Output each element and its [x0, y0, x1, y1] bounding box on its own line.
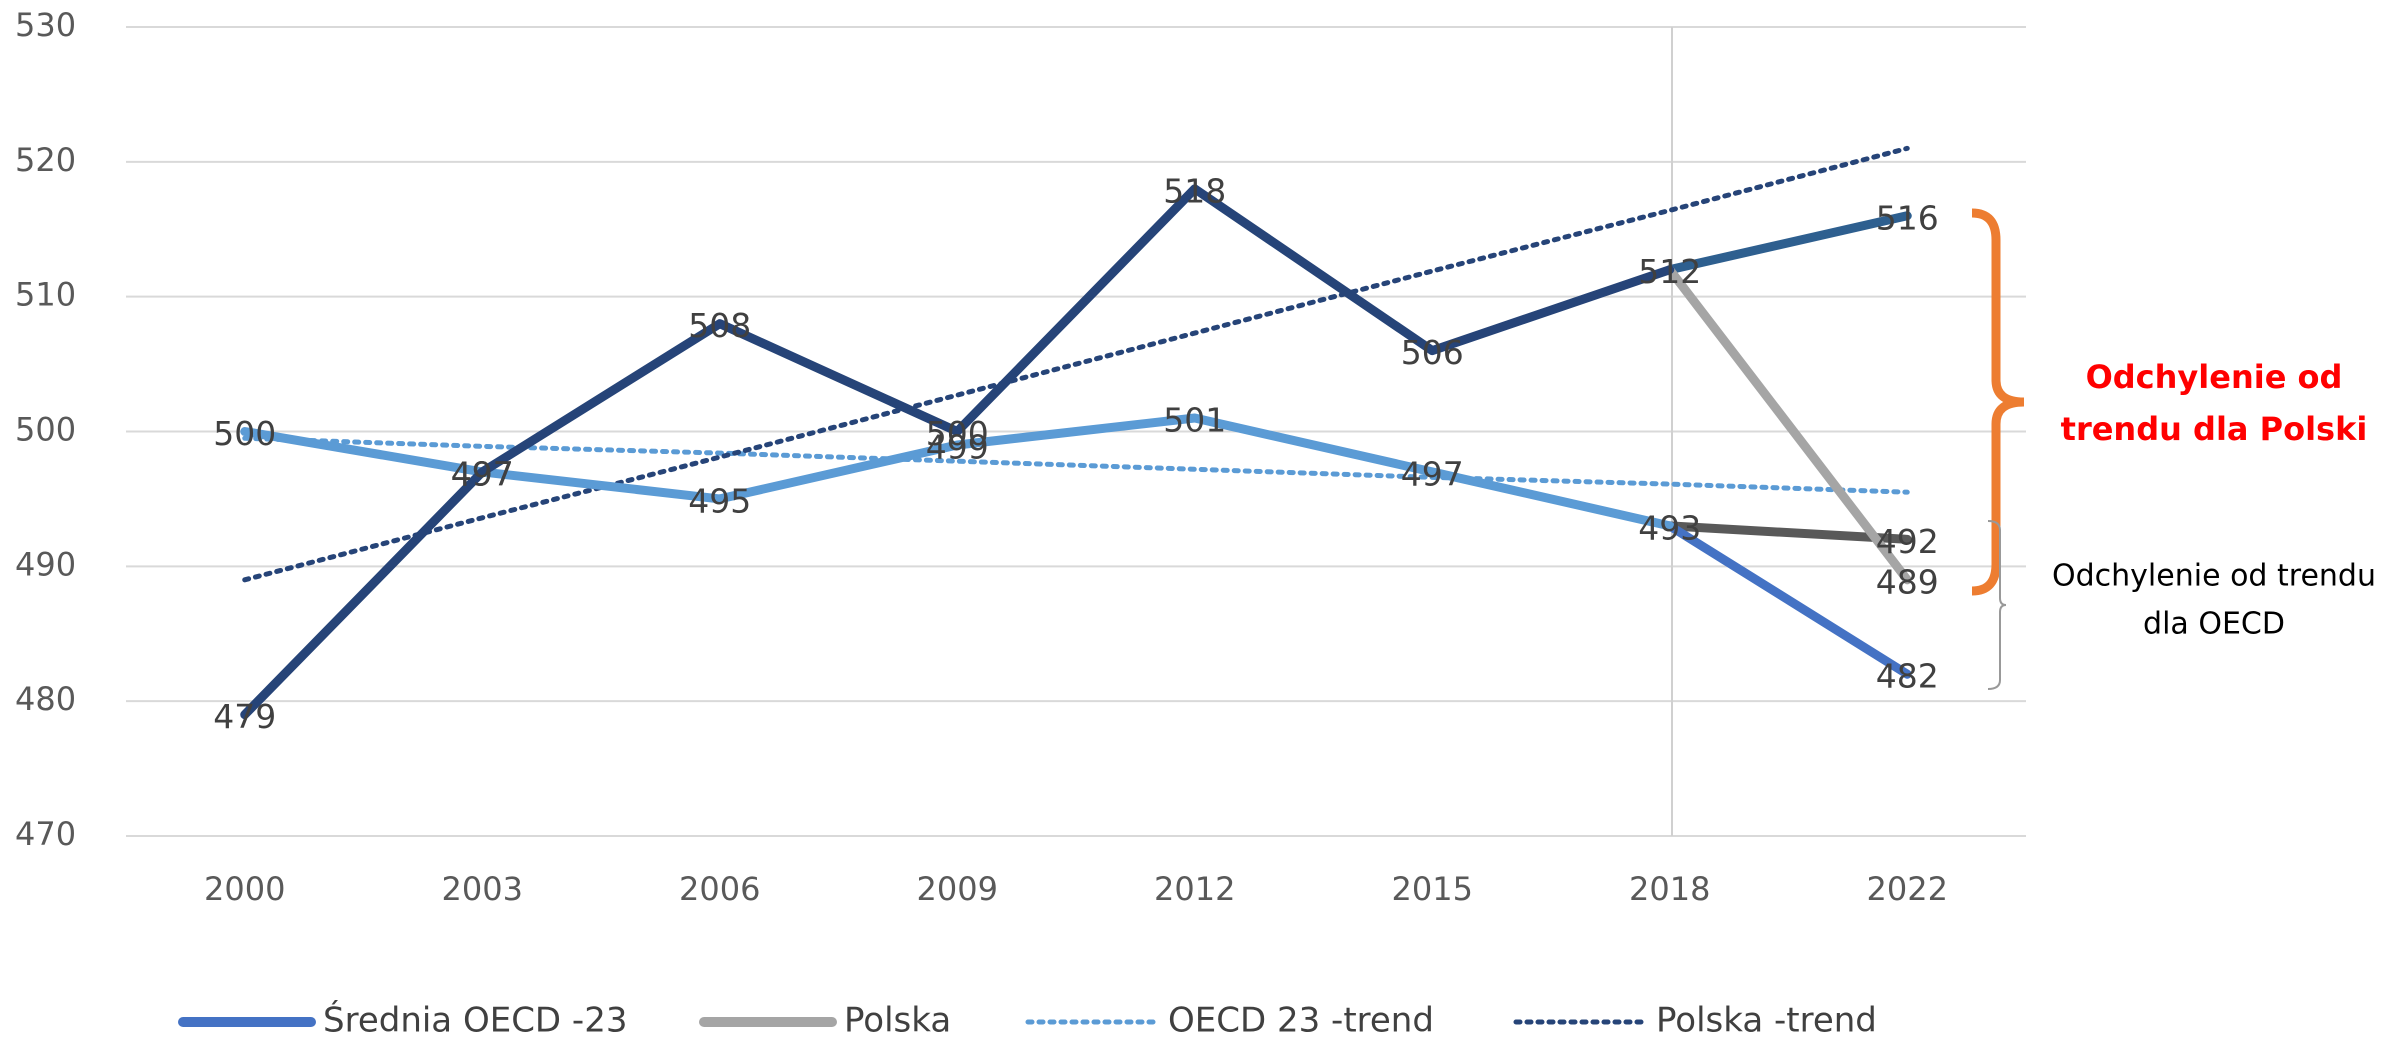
y-tick-label: 530 [15, 6, 76, 44]
y-tick-label: 500 [15, 411, 76, 449]
data-label: 512 [1638, 252, 1701, 291]
y-tick-label: 520 [15, 141, 76, 179]
data-label: 497 [451, 454, 514, 493]
x-tick-label: 2000 [204, 870, 285, 908]
data-label: 482 [1876, 657, 1939, 696]
poland-bracket [1971, 208, 2025, 596]
grid [126, 26, 2026, 837]
data-label: 506 [1401, 333, 1464, 372]
series-line-end [1665, 521, 1912, 679]
extension-line [1665, 211, 1912, 275]
legend-label: OECD 23 -trend [1168, 1001, 1434, 1041]
extension-line [1665, 521, 1912, 544]
legend-label: Polska [844, 1001, 951, 1041]
data-label: 516 [1876, 198, 1939, 237]
series-line-end [1665, 265, 1912, 585]
data-label: 499 [926, 427, 989, 466]
series-line [240, 184, 1675, 720]
x-tick-label: 2015 [1392, 870, 1473, 908]
annotation: dla OECD [2143, 607, 2285, 642]
legend-label: Polska -trend [1656, 1001, 1877, 1041]
data-label: 497 [451, 454, 514, 493]
data-label: 489 [1876, 562, 1939, 601]
data-label: 493 [1638, 508, 1701, 547]
plot [240, 145, 1912, 720]
data-label: 479 [213, 697, 276, 736]
data-label: 500 [926, 414, 989, 453]
y-tick-label: 490 [15, 545, 76, 583]
y-tick-label: 470 [15, 815, 76, 853]
y-tick-label: 480 [15, 680, 76, 718]
data-label: 501 [1163, 401, 1226, 440]
annotation: Odchylenie od [2086, 358, 2343, 396]
annotation: Odchylenie od trendu [2052, 559, 2376, 594]
legend-label: Średnia OECD -23 [323, 1000, 627, 1041]
x-tick-label: 2009 [917, 870, 998, 908]
data-label: 508 [688, 306, 751, 345]
x-tick-label: 2006 [679, 870, 760, 908]
x-tick-label: 2018 [1629, 870, 1710, 908]
data-label: 500 [213, 414, 276, 453]
data-label: 495 [688, 481, 751, 520]
trend-line [242, 145, 1910, 583]
x-tick-label: 2022 [1867, 870, 1948, 908]
oecd-bracket [1987, 520, 2007, 690]
data-label: 492 [1876, 522, 1939, 561]
x-tick-label: 2012 [1154, 870, 1235, 908]
x-tick-label: 2003 [442, 870, 523, 908]
data-label: 518 [1163, 171, 1226, 210]
annotation: trendu dla Polski [2061, 410, 2368, 448]
data-label: 497 [1401, 454, 1464, 493]
y-tick-label: 510 [15, 276, 76, 314]
